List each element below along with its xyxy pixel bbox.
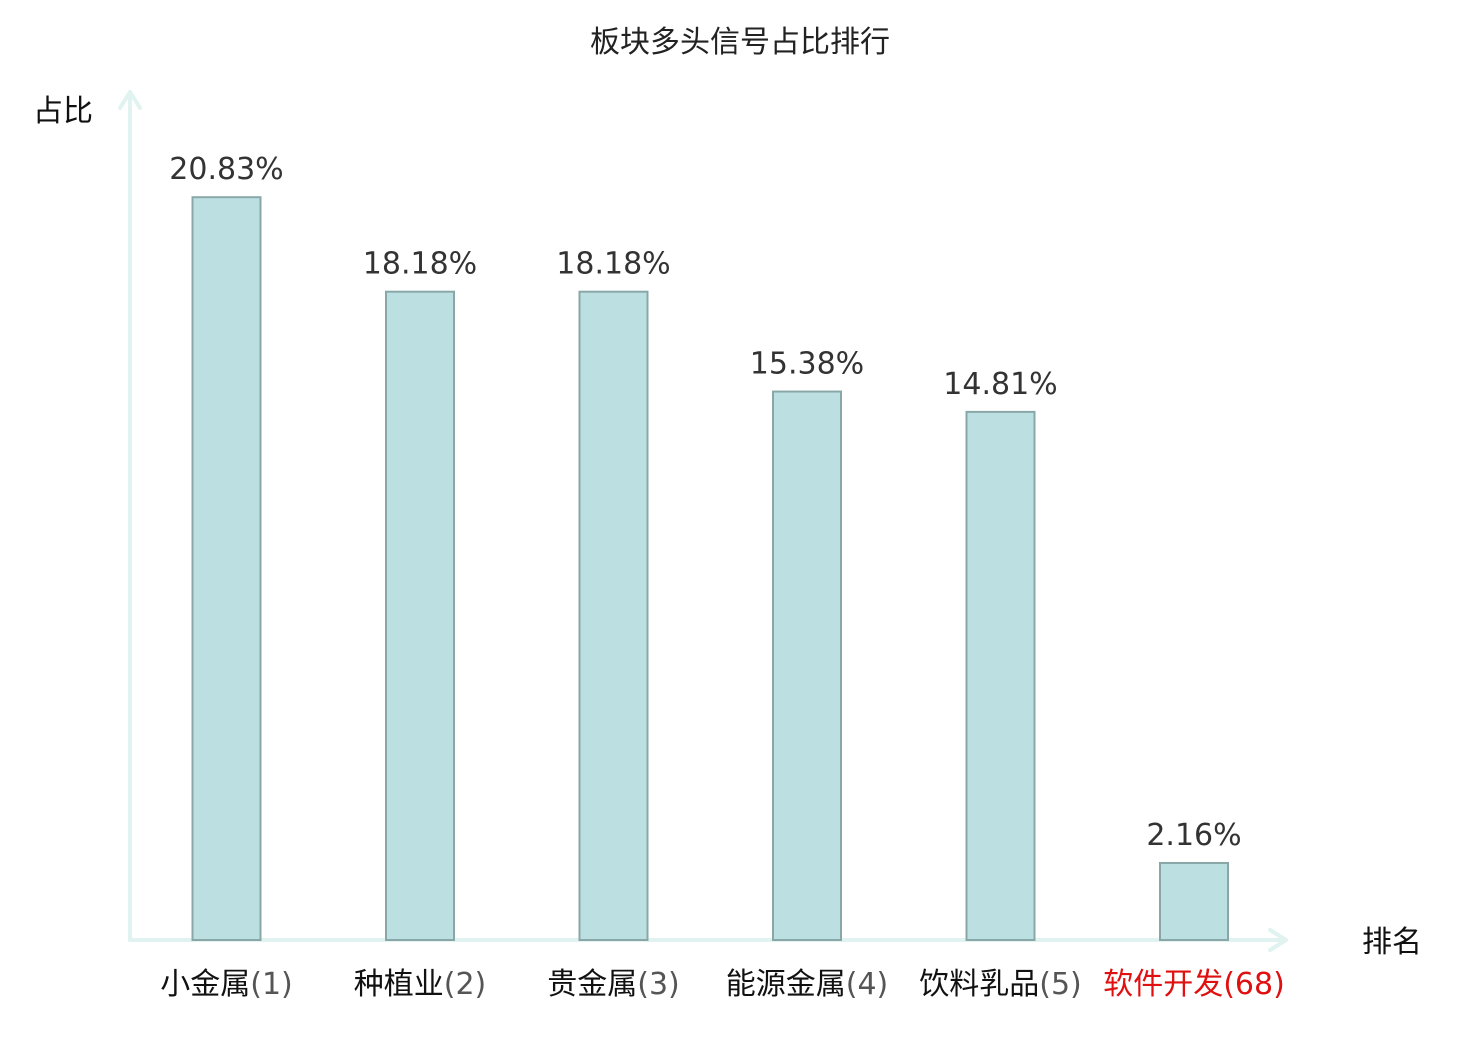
category-name: 小金属 — [160, 967, 250, 1002]
bar-1 — [191, 196, 262, 941]
category-rank: (2) — [444, 967, 487, 1002]
x-axis-arrow-icon — [1268, 928, 1288, 952]
category-rank: (5) — [1039, 967, 1082, 1002]
category-rank: (4) — [846, 967, 889, 1002]
value-label-3: 18.18% — [556, 247, 670, 282]
value-label-6: 2.16% — [1146, 818, 1241, 853]
value-label-4: 15.38% — [750, 347, 864, 382]
value-label-2: 18.18% — [363, 247, 477, 282]
y-axis: 占比 — [33, 90, 142, 942]
category-name: 软件开发 — [1103, 967, 1223, 1002]
category-name: 饮料乳品 — [919, 967, 1039, 1002]
x-axis-label: 排名 — [1362, 925, 1422, 960]
category-label-3: 贵金属(3) — [547, 967, 680, 1002]
y-axis-label: 占比 — [33, 94, 93, 129]
category-labels: 小金属(1) 种植业(2) 贵金属(3) 能源金属(4) 饮料乳品(5) 软件开发(68) — [160, 967, 1285, 1002]
bar-6 — [1159, 861, 1229, 942]
bar-2 — [385, 290, 455, 941]
category-name: 贵金属 — [547, 967, 637, 1002]
value-label-5: 14.81% — [943, 367, 1057, 402]
category-rank: (3) — [637, 967, 680, 1002]
bar-5 — [965, 410, 1036, 941]
bars — [191, 196, 1229, 942]
category-label-2: 种植业(2) — [354, 967, 487, 1002]
category-rank: (68) — [1223, 967, 1285, 1002]
y-axis-arrow-icon — [118, 90, 142, 110]
chart-title: 板块多头信号占比排行 — [590, 25, 890, 60]
x-axis: 排名 — [128, 925, 1422, 960]
category-name: 能源金属 — [726, 967, 846, 1002]
value-label-1: 20.83% — [169, 152, 283, 187]
category-label-5: 饮料乳品(5) — [919, 967, 1082, 1002]
category-rank: (1) — [250, 967, 293, 1002]
category-label-6: 软件开发(68) — [1103, 967, 1285, 1002]
category-label-4: 能源金属(4) — [726, 967, 889, 1002]
category-name: 种植业 — [354, 967, 444, 1002]
bar-3 — [578, 290, 649, 941]
value-labels: 20.83% 18.18% 18.18% 15.38% 14.81% 2.16% — [169, 152, 1241, 853]
bar-4 — [772, 390, 842, 942]
category-label-1: 小金属(1) — [160, 967, 293, 1002]
